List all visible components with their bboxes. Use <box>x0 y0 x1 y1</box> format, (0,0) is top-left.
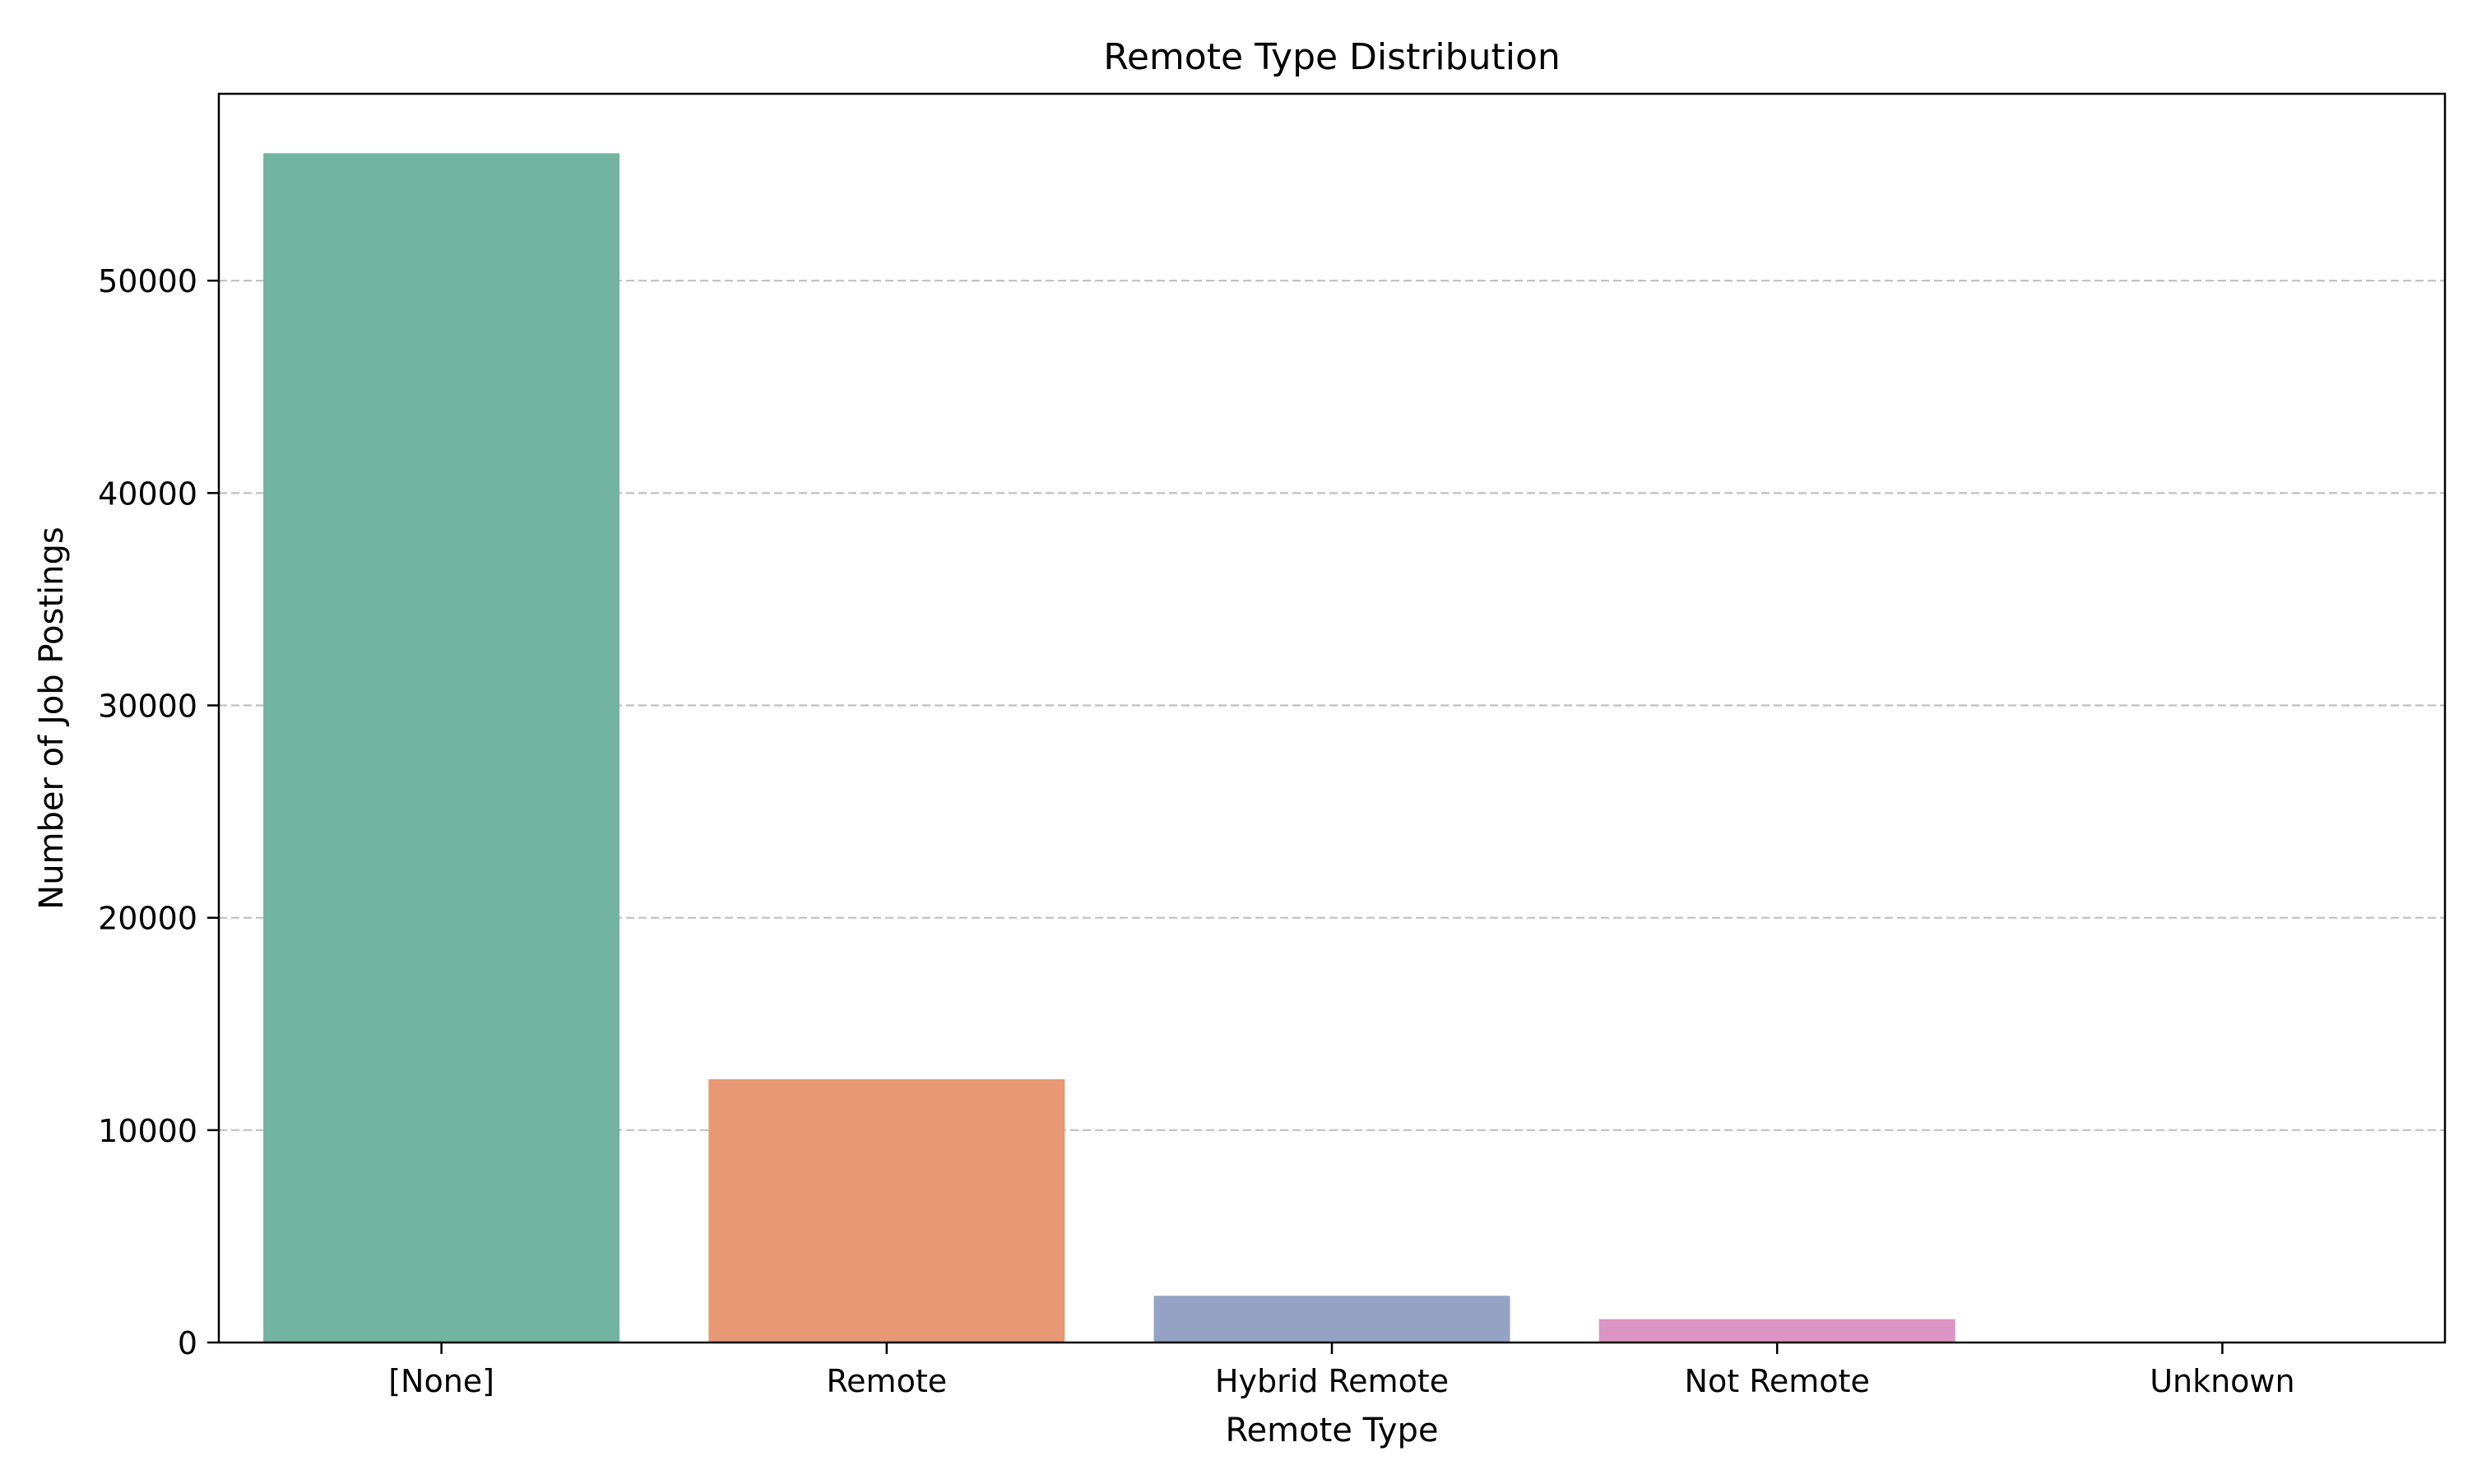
x-axis-label: Remote Type <box>1226 1412 1439 1449</box>
bar <box>263 153 619 1343</box>
chart-title: Remote Type Distribution <box>1103 36 1561 78</box>
bar <box>1599 1319 1955 1343</box>
bar <box>1154 1296 1510 1343</box>
x-tick-label: Unknown <box>2150 1363 2294 1399</box>
x-tick-label: Remote <box>826 1363 947 1399</box>
y-tick-label: 50000 <box>98 263 197 299</box>
x-tick-label: [None] <box>388 1363 494 1399</box>
y-tick-label: 20000 <box>98 901 197 937</box>
y-tick-label: 10000 <box>98 1113 197 1149</box>
x-tick-label: Hybrid Remote <box>1215 1363 1449 1399</box>
bars <box>263 153 2401 1343</box>
y-tick-label: 40000 <box>98 475 197 512</box>
bar <box>708 1079 1065 1343</box>
y-tick-label: 0 <box>178 1325 197 1361</box>
y-tick-label: 30000 <box>98 689 197 725</box>
y-axis: 0 10000 20000 30000 40000 50000 <box>98 263 219 1361</box>
x-tick-label: Not Remote <box>1685 1363 1870 1399</box>
x-axis: [None] Remote Hybrid Remote Not Remote Unkno… <box>388 1343 2294 1399</box>
y-axis-label: Number of Job Postings <box>33 526 71 909</box>
